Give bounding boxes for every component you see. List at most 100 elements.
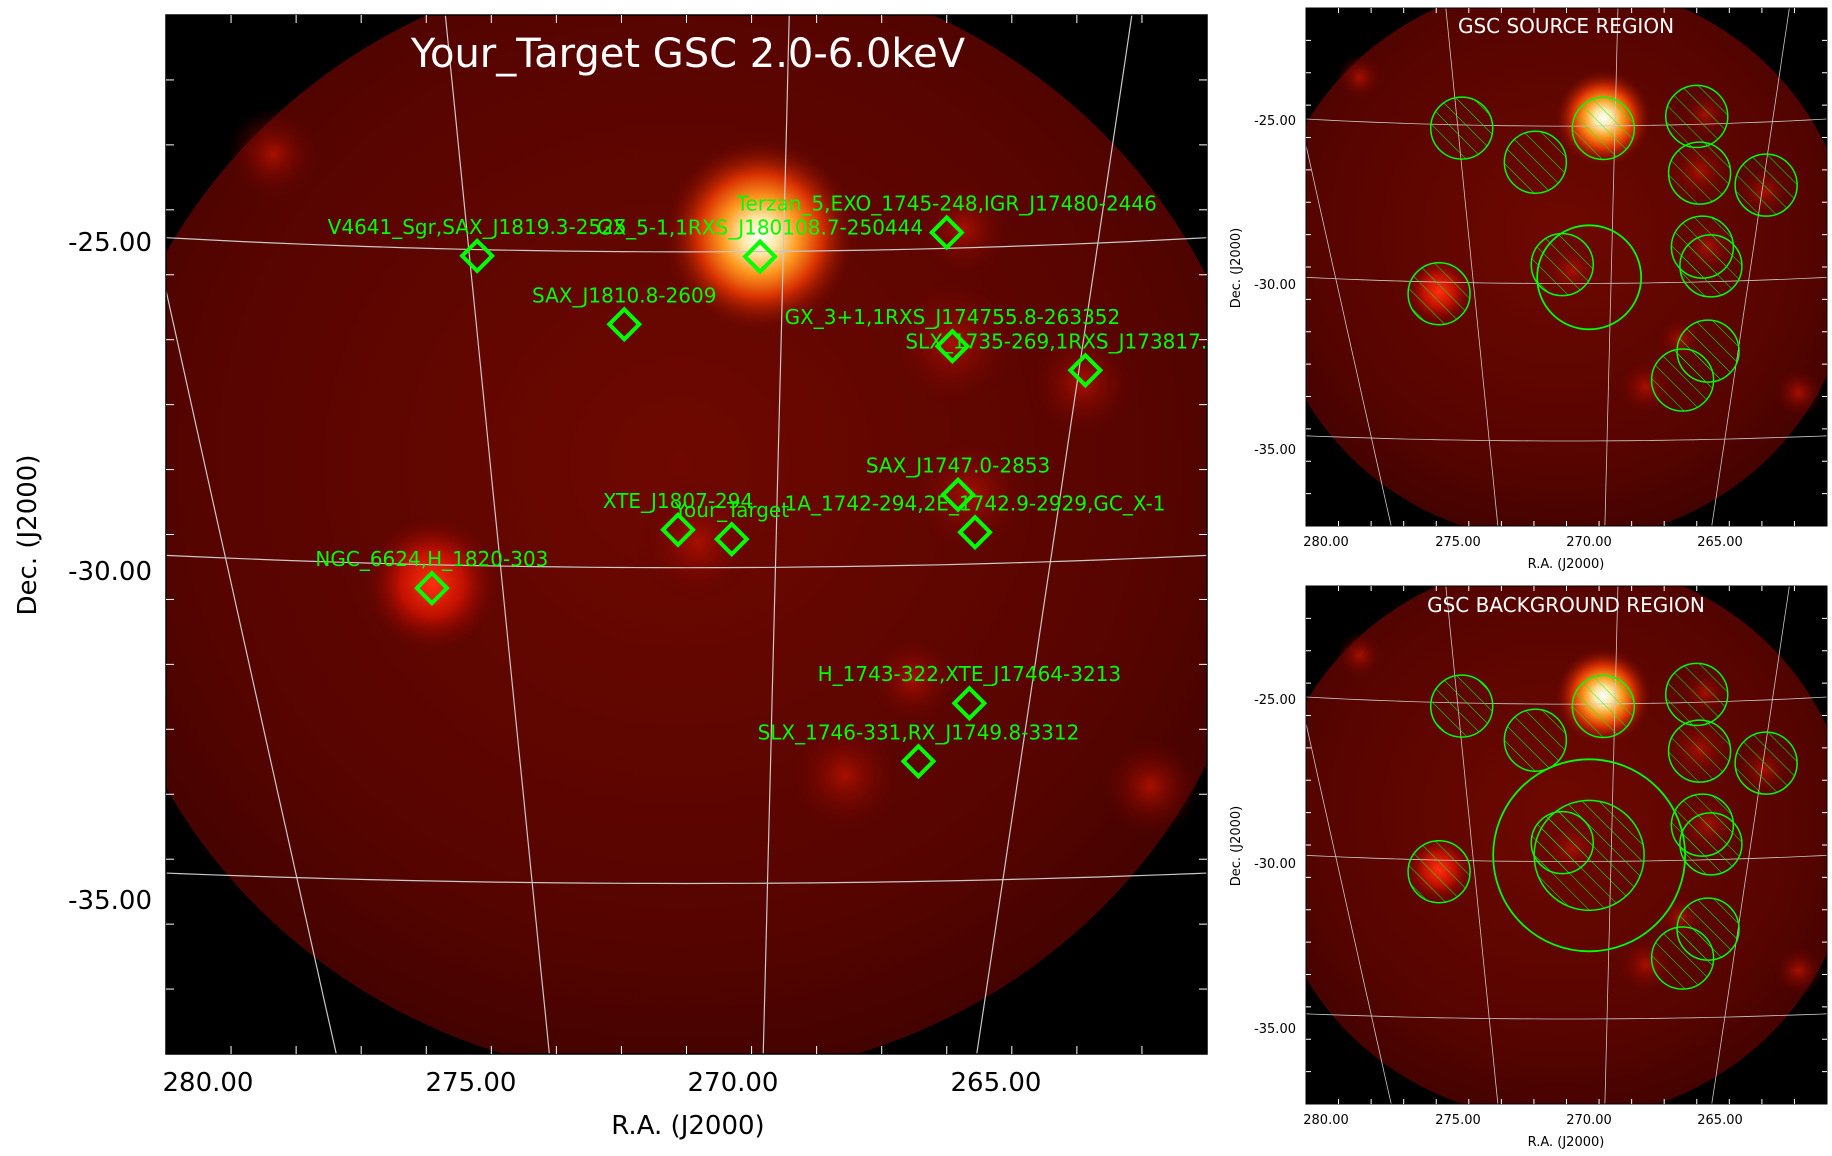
source-diamond-marker <box>934 328 971 365</box>
dec-grid-line <box>166 872 1207 885</box>
source-label: GX_3+1,1RXS_J174755.8-263352 <box>785 305 1121 329</box>
source-label: H_1743-322,XTE_J17464-3213 <box>818 662 1122 686</box>
source-ytick-label: -35.00 <box>1254 443 1296 458</box>
excluded-region-circle <box>1407 261 1471 326</box>
source-ytick-label: -30.00 <box>1254 278 1296 293</box>
dec-grid-line <box>1306 118 1827 127</box>
background-xtick-label: 265.00 <box>1697 1113 1743 1128</box>
excluded-region-circle <box>1429 96 1494 160</box>
excluded-region-circle <box>1667 141 1732 205</box>
excluded-region-circle <box>1679 234 1743 298</box>
emission-blob <box>660 136 860 336</box>
source-xtick-label: 270.00 <box>1566 535 1612 550</box>
dec-grid-line <box>166 554 1207 569</box>
source-label: SLX_1735-269,1RXS_J173817.0-265 <box>905 329 1265 353</box>
source-ylabel: Dec. (J2000) <box>1229 228 1244 308</box>
ra-grid-line <box>1306 143 1392 526</box>
source-region-panel: GSC SOURCE REGION -25.00 -30.00 -35.00 2… <box>1229 7 1828 572</box>
source-diamond-marker <box>940 476 976 513</box>
excluded-region-circle <box>1571 674 1636 739</box>
source-diamond-marker <box>414 570 450 606</box>
excluded-region-circle <box>1734 153 1798 217</box>
excluded-region-circle <box>1503 708 1568 772</box>
excluded-region-circle <box>1665 84 1729 149</box>
emission-blob <box>883 274 1021 412</box>
source-xtick-label: 275.00 <box>1435 535 1481 550</box>
main-ytick-label: -30.00 <box>68 557 152 587</box>
excluded-region-circle <box>1407 839 1471 904</box>
background-annulus-outer <box>1492 758 1687 953</box>
main-xtick-label: 270.00 <box>688 1068 779 1098</box>
source-diamond-marker <box>1067 352 1104 389</box>
ra-grid-line <box>1445 586 1499 1104</box>
ra-grid-line <box>444 15 550 1054</box>
main-ytick-label: -25.00 <box>68 228 152 258</box>
emission-blob <box>1336 632 1384 679</box>
background-ytick-label: -35.00 <box>1254 1022 1296 1037</box>
emission-blob <box>907 432 1032 557</box>
source-label: SLX_1746-331,RX_J1749.8-3312 <box>758 720 1080 744</box>
ra-grid-line <box>1711 586 1790 1104</box>
ra-grid-line <box>1711 8 1790 526</box>
background-xtick-label: 270.00 <box>1566 1113 1612 1128</box>
source-coordinate-grid <box>1306 8 1827 526</box>
source-ytick-label: -25.00 <box>1254 114 1296 129</box>
source-label: GX_5-1,1RXS_J180108.7-250444 <box>597 216 923 240</box>
ra-grid-line <box>166 287 337 1054</box>
main-emission-blobs <box>226 107 1201 837</box>
source-diamond-marker <box>606 306 643 343</box>
background-ylabel: Dec. (J2000) <box>1229 806 1244 886</box>
excluded-region-circle <box>1571 96 1636 161</box>
excluded-region-circle <box>1530 232 1595 297</box>
main-tick-marks <box>166 15 1207 1054</box>
ra-grid-line <box>1445 8 1499 526</box>
source-label: Your_Target <box>673 498 789 522</box>
emission-blob <box>866 632 960 726</box>
main-ytick-label: -35.00 <box>68 886 152 916</box>
ra-grid-line <box>762 15 790 1054</box>
main-xtick-label: 275.00 <box>426 1068 517 1098</box>
main-panel: V4641_Sgr,SAX_J1819.3-2525 SAX_J1810.8-26… <box>13 14 1265 1141</box>
emission-blob <box>1336 54 1384 101</box>
source-label: NGC_6624,H_1820-303 <box>315 547 548 571</box>
excluded-region-circle <box>1665 662 1729 727</box>
source-label: SAX_J1747.0-2853 <box>866 454 1050 478</box>
ra-grid-line <box>976 15 1133 1054</box>
main-title: Your_Target GSC 2.0-6.0keV <box>410 31 966 77</box>
source-title: GSC SOURCE REGION <box>1458 14 1674 38</box>
source-diamond-marker <box>951 685 988 722</box>
background-xtick-label: 275.00 <box>1435 1113 1481 1128</box>
source-label: XTE_J1807-294 <box>603 489 753 513</box>
source-label: V4641_Sgr,SAX_J1819.3-2525 <box>328 215 627 239</box>
source-label: SAX_J1810.8-2609 <box>532 283 716 307</box>
source-region-circles <box>1407 84 1798 412</box>
background-annulus-inner <box>1533 799 1645 912</box>
source-region-circle <box>1536 224 1643 331</box>
background-region-circles <box>1407 662 1798 990</box>
ra-grid-line <box>1306 721 1392 1104</box>
excluded-region-circle <box>1650 926 1715 990</box>
background-ytick-label: -30.00 <box>1254 857 1296 872</box>
emission-blob <box>785 715 905 835</box>
source-label: 1A_1742-294,2E_1742.9-2929,GC_X-1 <box>785 491 1166 515</box>
excluded-region-circle <box>1667 719 1732 783</box>
source-xtick-label: 280.00 <box>1303 535 1349 550</box>
excluded-region-circle <box>1429 674 1494 738</box>
excluded-region-circle <box>1679 812 1743 876</box>
emission-blob <box>913 179 1014 279</box>
source-label: Terzan_5,EXO_1745-248,IGR_J17480-2446 <box>736 191 1157 215</box>
main-xlabel: R.A. (J2000) <box>611 1111 764 1141</box>
source-diamond-marker <box>742 238 778 275</box>
source-diamond-marker <box>957 514 993 551</box>
dec-grid-line <box>166 237 1207 253</box>
excluded-region-circle <box>1734 731 1798 795</box>
emission-blob <box>1773 945 1824 996</box>
background-xtick-label: 280.00 <box>1303 1113 1349 1128</box>
source-diamond-marker <box>459 238 495 274</box>
emission-blob <box>226 107 321 201</box>
background-title: GSC BACKGROUND REGION <box>1427 593 1705 617</box>
excluded-region-circle <box>1650 348 1715 412</box>
excluded-region-circle <box>1503 130 1568 194</box>
emission-blob <box>1100 736 1201 837</box>
